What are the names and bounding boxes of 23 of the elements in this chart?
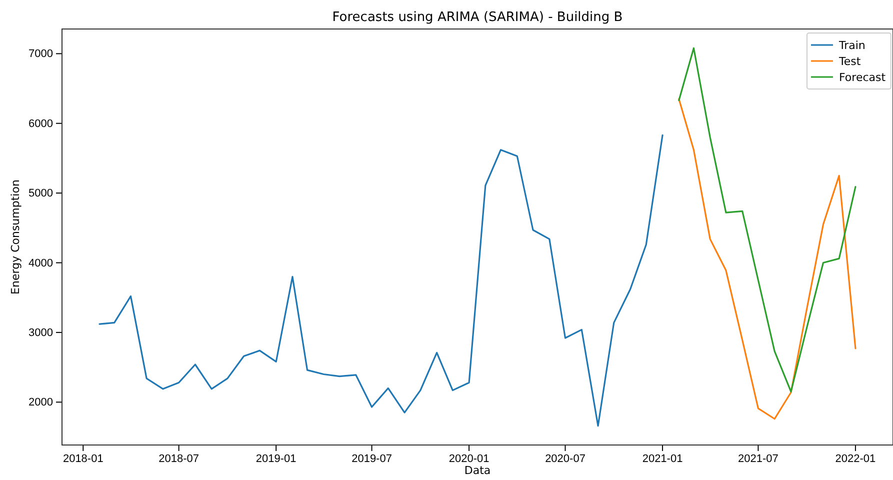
legend-label: Test [838,55,862,68]
y-tick-label: 3000 [28,326,53,339]
x-tick-label: 2019-07 [352,452,392,465]
x-tick-label: 2019-01 [256,452,296,465]
y-tick-label: 4000 [28,257,53,270]
x-tick-label: 2020-01 [448,452,490,465]
y-tick-label: 2000 [28,396,53,409]
x-tick-label: 2018-01 [62,452,104,465]
y-tick-label: 7000 [28,48,53,60]
x-tick-label: 2018-07 [158,452,200,465]
legend-label: Forecast [839,71,886,84]
y-tick-label: 6000 [28,118,53,130]
x-tick-label: 2020-07 [545,452,586,465]
chart-title: Forecasts using ARIMA (SARIMA) - Building B [332,10,623,25]
x-tick-label: 2022-01 [835,452,876,465]
x-axis-title: Data [464,464,491,477]
y-tick-label: 5000 [28,188,53,200]
line-series [98,134,664,427]
legend-label: Train [838,39,866,52]
y-axis-title: Energy Consumption [9,180,22,294]
x-tick-label: 2021-07 [738,452,778,465]
x-tick-label: 2021-01 [642,452,683,465]
line-series [678,98,856,420]
